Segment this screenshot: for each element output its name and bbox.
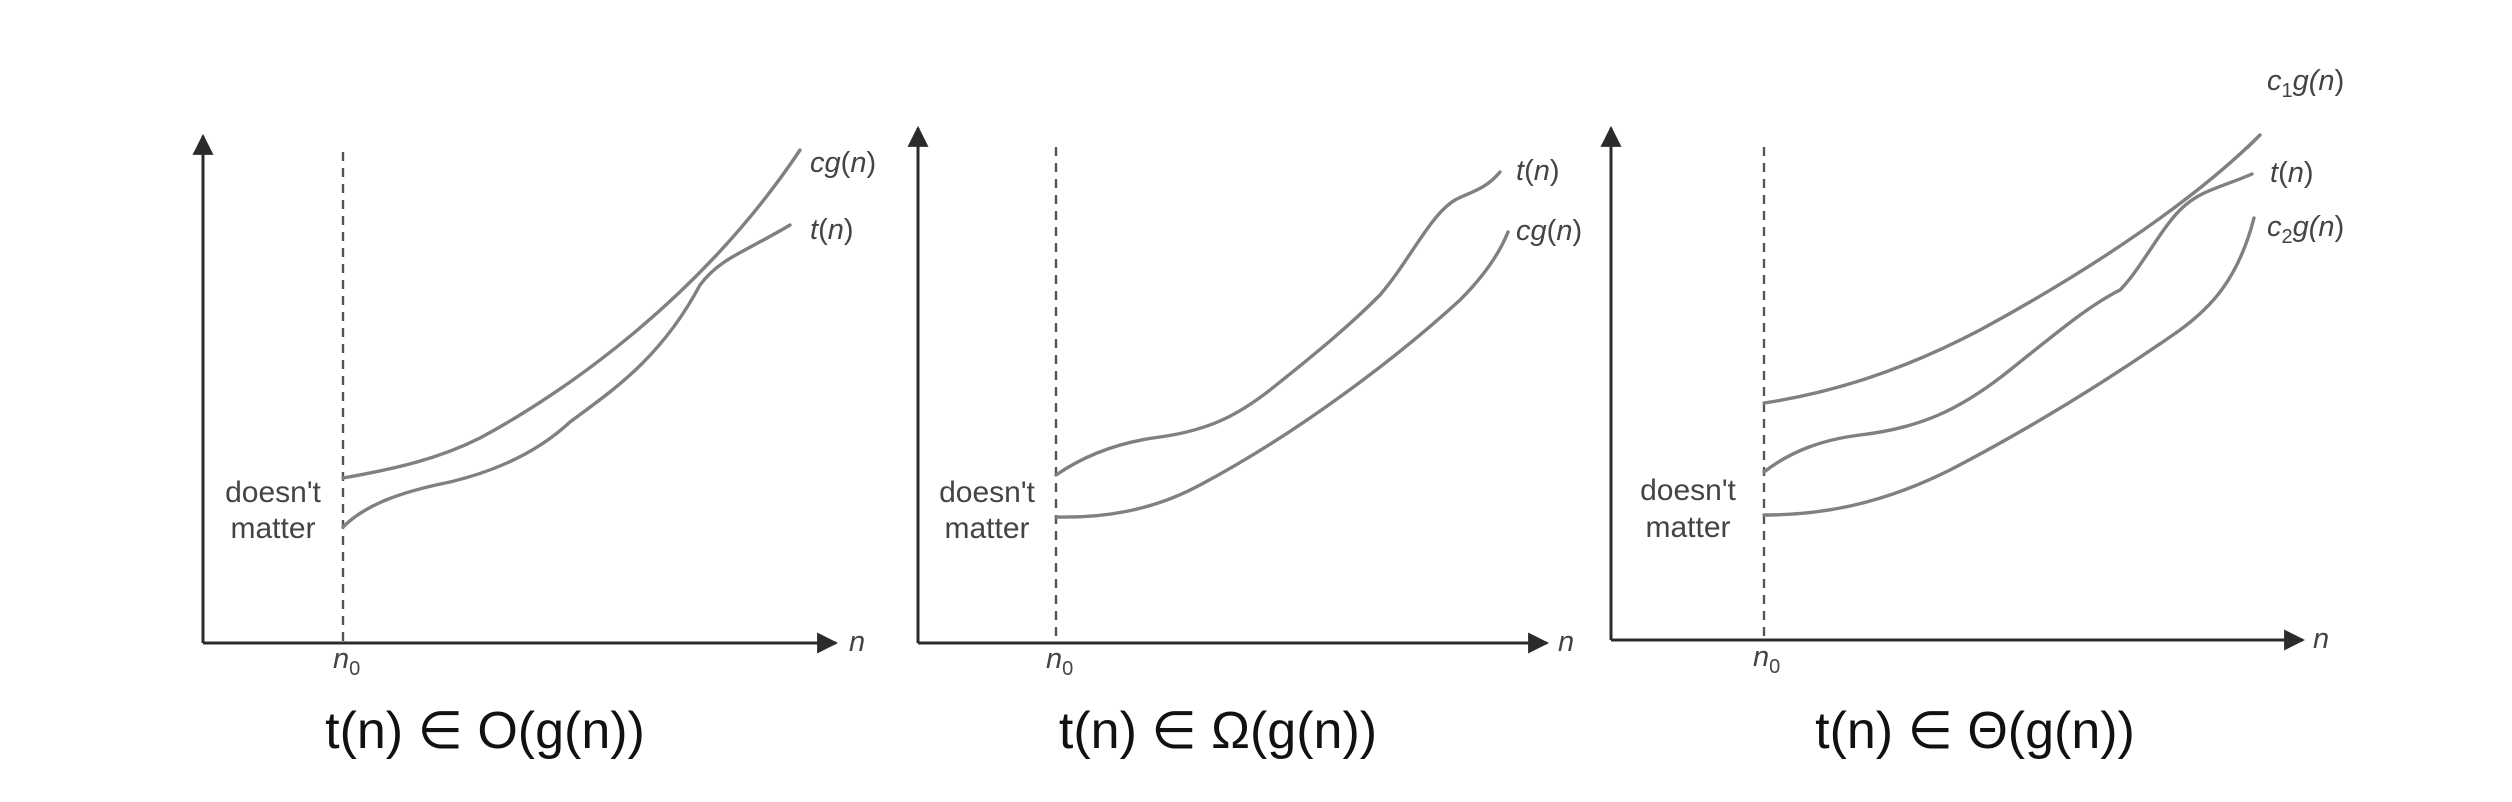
n0-label: n0 [333,643,360,680]
caption-big-theta: t(n) ∈ Θ(g(n)) [1815,702,2135,760]
cg-n-label: cg(n) [810,147,876,179]
doesnt-matter-line1: doesn't [939,476,1035,509]
t-n-curve [1762,172,2254,474]
caption-big-omega: t(n) ∈ Ω(g(n)) [1059,702,1377,760]
cg-n-curve [341,148,802,480]
c1-g-n-label: c1g(n) [2267,65,2344,102]
x-axis-n-label: n [1558,626,1574,658]
c2-g-n-label: c2g(n) [2267,211,2344,248]
x-axis-n-label: n [849,626,865,658]
panel-big-theta: c1g(n) t(n) c2g(n) doesn't matter n0 n t… [1600,65,2344,760]
t-n-label: t(n) [810,214,854,246]
panel-big-omega: t(n) cg(n) doesn't matter n0 n t(n) ∈ Ω(… [907,125,1582,760]
doesnt-matter-line1: doesn't [1640,474,1736,507]
doesnt-matter-line1: doesn't [225,476,321,509]
doesnt-matter-line2: matter [1645,511,1730,544]
x-axis-n-label: n [2313,623,2329,655]
c2-g-n-curve [1762,216,2256,517]
t-n-label: t(n) [1516,155,1560,187]
n0-label: n0 [1753,641,1780,678]
t-n-curve [1054,170,1502,477]
cg-n-curve [1054,230,1510,519]
doesnt-matter-line2: matter [230,512,315,545]
doesnt-matter-line2: matter [944,512,1029,545]
n0-label: n0 [1046,643,1073,680]
cg-n-label: cg(n) [1516,215,1582,247]
panel-big-o: cg(n) t(n) doesn't matter n0 n t(n) ∈ O(… [192,133,876,760]
t-n-curve [341,223,792,529]
t-n-label: t(n) [2270,157,2314,189]
caption-big-o: t(n) ∈ O(g(n)) [325,702,645,760]
c1-g-n-curve [1762,133,2262,405]
